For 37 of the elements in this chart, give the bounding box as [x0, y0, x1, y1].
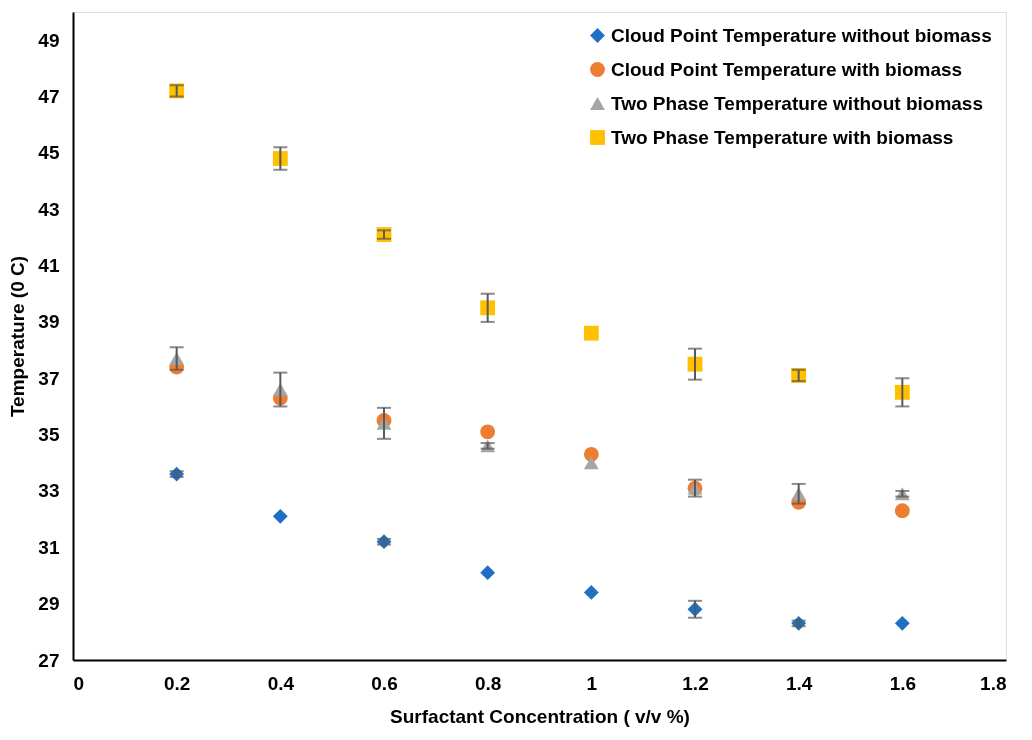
- point: [583, 446, 599, 462]
- x-tick-label: 0.2: [163, 672, 191, 694]
- x-tick-label: 1.4: [785, 672, 813, 694]
- y-axis-title: Temperature (0 C): [7, 255, 29, 418]
- legend-label: Cloud Point Temperature with biomass: [611, 58, 963, 80]
- legend-label: Two Phase Temperature with biomass: [611, 126, 954, 148]
- point: [480, 424, 496, 440]
- y-tick-label: 35: [38, 424, 60, 446]
- x-tick-label: 1.6: [889, 672, 917, 694]
- point: [583, 456, 599, 470]
- point: [480, 565, 496, 581]
- y-tick-label: 45: [38, 142, 60, 164]
- point: [583, 325, 599, 341]
- x-tick-label: 1.2: [682, 672, 709, 694]
- point: [894, 503, 910, 519]
- x-tick-label: 0.4: [267, 672, 295, 694]
- point: [583, 584, 599, 600]
- y-tick-label: 41: [38, 255, 60, 277]
- y-tick-label: 37: [38, 367, 60, 389]
- legend-label: Two Phase Temperature without biomass: [611, 92, 983, 114]
- legend-label: Cloud Point Temperature without biomass: [611, 24, 992, 46]
- y-tick-label: 49: [38, 29, 60, 51]
- y-tick-label: 29: [38, 593, 60, 615]
- x-axis-title: Surfactant Concentration ( v/v %): [390, 705, 690, 727]
- x-tick-label: 0.6: [371, 672, 398, 694]
- x-tick-label: 0: [73, 672, 85, 694]
- y-tick-label: 31: [38, 536, 60, 558]
- y-tick-label: 27: [38, 649, 60, 671]
- x-tick-label: 1.8: [980, 672, 1007, 694]
- point: [894, 615, 910, 631]
- x-tick-label: 0.8: [474, 672, 502, 694]
- y-tick-label: 39: [38, 311, 60, 333]
- point: [272, 508, 288, 524]
- y-tick-label: 33: [38, 480, 60, 502]
- y-tick-label: 47: [38, 86, 60, 108]
- x-tick-label: 1: [586, 672, 598, 694]
- y-tick-label: 43: [38, 198, 60, 220]
